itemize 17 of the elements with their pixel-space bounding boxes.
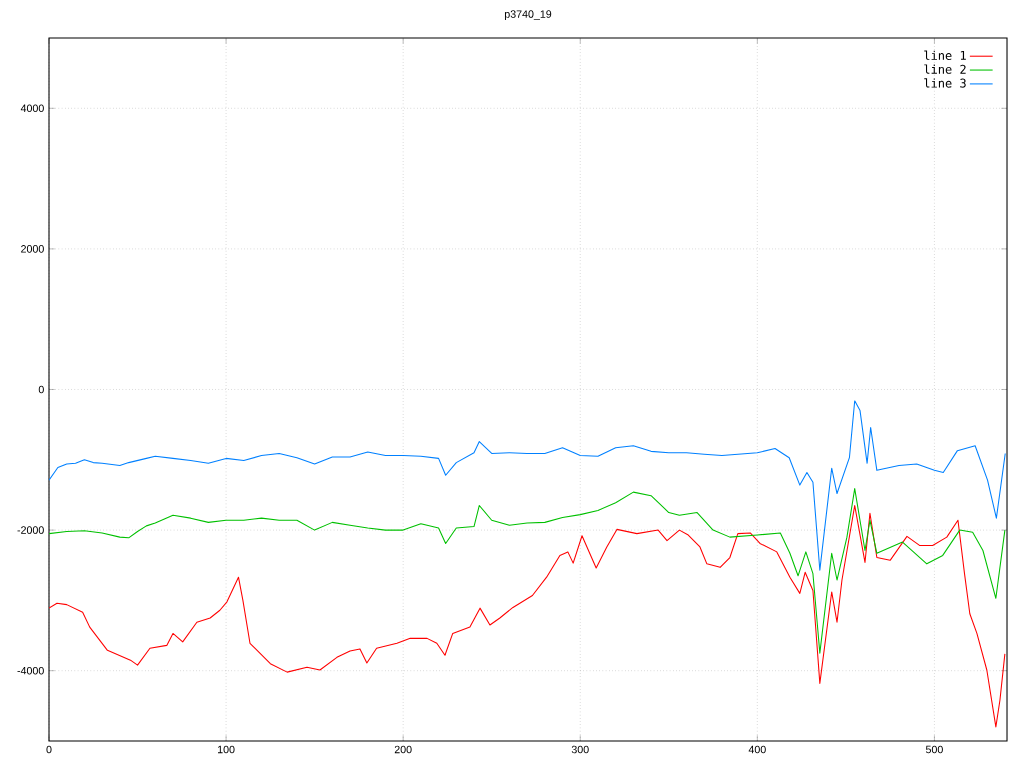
y-tick-label: -4000 — [17, 666, 44, 675]
line-series — [49, 504, 1006, 728]
x-tick-label: 400 — [748, 745, 766, 754]
y-tick-label: 4000 — [20, 104, 44, 113]
x-tick-label: 200 — [394, 745, 412, 754]
y-tick-label: 0 — [38, 385, 44, 394]
legend-label: line 2 — [924, 64, 966, 74]
y-tick-label: -2000 — [17, 526, 44, 534]
line-series — [49, 488, 1006, 654]
y-tick-label: 2000 — [21, 245, 44, 253]
legend-label: line 3 — [924, 78, 966, 88]
x-tick-label: 300 — [571, 745, 589, 754]
chart-title: p3740_19 — [504, 10, 552, 20]
x-tick-label: 500 — [925, 745, 943, 754]
x-tick-label: 0 — [46, 745, 52, 754]
x-tick-label: 100 — [218, 745, 235, 754]
legend-label: line 1 — [924, 50, 966, 60]
